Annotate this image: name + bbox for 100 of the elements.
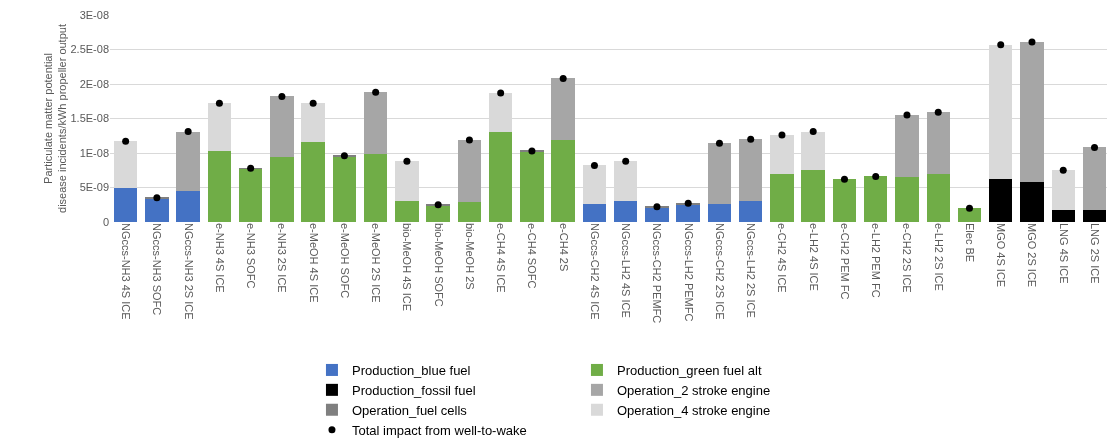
point [1091, 143, 1098, 151]
legend-label: Operation_2 stroke engine [616, 382, 771, 398]
point [309, 99, 317, 107]
bar [832, 179, 857, 222]
point [778, 131, 786, 139]
bar [176, 190, 200, 222]
point [372, 88, 380, 96]
bar [645, 207, 669, 222]
bar [707, 204, 732, 222]
point [434, 201, 442, 209]
point [903, 111, 911, 119]
bar [989, 178, 1013, 222]
x-tick-label: MGO 2S ICE [1026, 223, 1039, 288]
point [1059, 166, 1067, 174]
legend-label: Production_fossil fuel [351, 382, 476, 398]
bar [770, 174, 794, 222]
x-tick-label: NGccs-LH2 PEMFC [682, 223, 695, 322]
x-tick-label: e-CH2 PEM FC [838, 223, 851, 300]
y-tick-label: 1E-08 [79, 146, 109, 159]
x-tick-label: e-LH2 2S ICE [932, 223, 945, 291]
x-tick-label: LNG 2S ICE [1088, 223, 1101, 284]
bar [895, 177, 919, 222]
point [403, 157, 411, 165]
x-tick-label: e-MeOH 4S ICE [307, 223, 320, 303]
point [747, 135, 755, 143]
bar [1020, 41, 1044, 182]
point [809, 128, 817, 136]
legend-label: Operation_4 stroke engine [616, 402, 771, 418]
bar [957, 208, 982, 222]
x-tick-label: NGccs-CH2 PEMFC [651, 223, 664, 324]
y-tick-label: 3E-08 [79, 8, 109, 21]
bar [363, 154, 388, 222]
bar [145, 198, 169, 222]
bar [113, 187, 138, 222]
point [278, 92, 286, 100]
point [528, 147, 536, 155]
x-tick-label: NGccs-NH3 4S ICE [120, 223, 133, 320]
point [872, 172, 880, 180]
x-tick-label: LNG 4S ICE [1057, 223, 1070, 284]
bar [801, 170, 825, 222]
bar [1082, 147, 1107, 211]
x-tick-label: e-NH3 SOFC [245, 223, 258, 289]
point [715, 139, 723, 147]
legend-label: Production_blue fuel [351, 363, 471, 379]
bar [551, 139, 575, 222]
x-tick-label: bio-MeOH SOFC [432, 223, 445, 307]
bar [457, 201, 482, 222]
x-tick-label: e-LH2 4S ICE [807, 223, 820, 291]
x-tick-label: e-CH4 4S ICE [495, 223, 508, 293]
bar [395, 200, 419, 222]
point [184, 128, 192, 136]
bar [926, 173, 950, 222]
point [497, 89, 505, 97]
point [622, 157, 630, 165]
point [653, 203, 661, 211]
bar [926, 112, 950, 174]
y-tick-label: 0 [102, 215, 109, 228]
x-tick-label: e-LH2 PEM FC [870, 223, 883, 298]
bar [457, 139, 482, 202]
y-tick-label: 2.5E-08 [70, 43, 109, 56]
x-tick-label: bio-MeOH 4S ICE [401, 223, 414, 312]
bar [270, 96, 294, 158]
legend-label: Total impact from well-to-wake [351, 422, 527, 438]
bar [176, 131, 200, 191]
point [684, 199, 692, 207]
point [122, 137, 130, 145]
point [1028, 38, 1036, 46]
point [340, 152, 348, 160]
x-tick-label: Elec BE [963, 223, 976, 263]
x-tick-label: e-MeOH 2S ICE [370, 223, 383, 303]
point [215, 99, 223, 107]
bar [520, 151, 544, 222]
bar [270, 157, 294, 222]
bar [613, 200, 638, 222]
bar [332, 156, 357, 222]
x-tick-label: e-NH3 2S ICE [276, 223, 289, 293]
bar [238, 168, 263, 222]
y-tick-label: 5E-09 [79, 181, 109, 194]
x-tick-label: NGccs-LH2 4S ICE [620, 223, 633, 318]
bar [426, 205, 450, 222]
x-tick-label: e-CH4 SOFC [526, 223, 539, 289]
bar [488, 132, 513, 222]
x-tick-label: e-MeOH SOFC [338, 223, 351, 299]
x-tick-label: e-NH3 4S ICE [213, 223, 226, 293]
point [247, 164, 255, 172]
x-tick-label: NGccs-CH2 2S ICE [713, 223, 726, 320]
point [840, 175, 848, 183]
legend-label: Operation_fuel cells [351, 402, 468, 418]
bar [551, 78, 575, 140]
point [559, 74, 567, 82]
x-tick-label: NGccs-NH3 2S ICE [182, 223, 195, 320]
point [934, 108, 942, 116]
point [997, 41, 1005, 49]
bar [864, 176, 888, 222]
bar [738, 201, 763, 222]
point [590, 161, 598, 169]
point [153, 194, 161, 202]
x-tick-label: e-CH2 4S ICE [776, 223, 789, 293]
bar [895, 115, 919, 178]
bar [707, 143, 732, 205]
